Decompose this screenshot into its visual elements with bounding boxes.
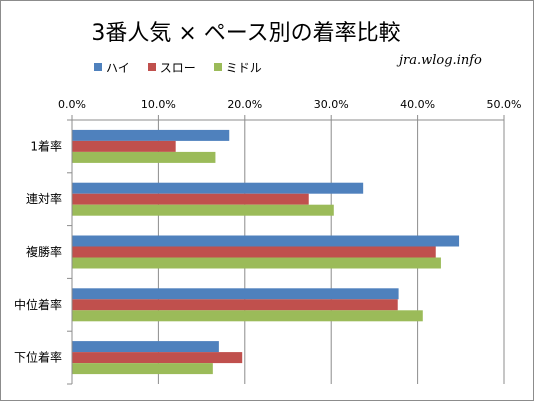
x-tick-label-3: 30.0%	[314, 98, 349, 111]
legend-swatch-slow	[147, 63, 156, 71]
category-label-4: 下位着率	[14, 350, 62, 365]
bar-1-0	[72, 182, 364, 194]
legend-swatch-high	[94, 63, 102, 71]
bar-2-2	[72, 257, 441, 269]
x-tick-label-4: 40.0%	[400, 98, 435, 111]
category-label-1: 連対率	[26, 191, 62, 206]
x-tick-label-1: 10.0%	[141, 98, 176, 111]
bar-1-2	[72, 204, 334, 216]
bar-3-0	[72, 288, 399, 300]
legend: ハイ スロー ミドル	[94, 59, 280, 75]
legend-item-high: ハイ	[94, 59, 130, 76]
legend-swatch-middle	[213, 63, 222, 71]
bar-4-0	[72, 341, 219, 353]
watermark: jra.wlog.info	[399, 53, 482, 68]
category-label-0: 1着率	[30, 138, 62, 153]
x-tick-label-0: 0.0%	[58, 98, 86, 111]
bar-3-1	[72, 299, 398, 311]
category-label-2: 複勝率	[26, 244, 62, 259]
legend-label-middle: ミドル	[225, 60, 262, 75]
legend-label-slow: スロー	[159, 60, 196, 75]
bar-4-2	[72, 363, 213, 375]
bar-0-0	[72, 129, 230, 141]
bar-3-2	[72, 310, 423, 322]
x-tick-label-2: 20.0%	[227, 98, 262, 111]
bar-2-0	[72, 235, 460, 247]
bar-0-1	[72, 140, 176, 152]
x-tick-label-5: 50.0%	[487, 98, 522, 111]
bar-4-1	[72, 352, 243, 364]
bar-0-2	[72, 151, 216, 163]
category-label-3: 中位着率	[14, 297, 62, 312]
bar-2-1	[72, 246, 436, 258]
legend-item-slow: スロー	[147, 59, 196, 76]
chart-title: 3番人気 × ペース別の着率比較	[91, 21, 401, 46]
legend-item-middle: ミドル	[213, 59, 262, 76]
legend-label-high: ハイ	[106, 60, 130, 75]
bar-1-1	[72, 193, 309, 205]
